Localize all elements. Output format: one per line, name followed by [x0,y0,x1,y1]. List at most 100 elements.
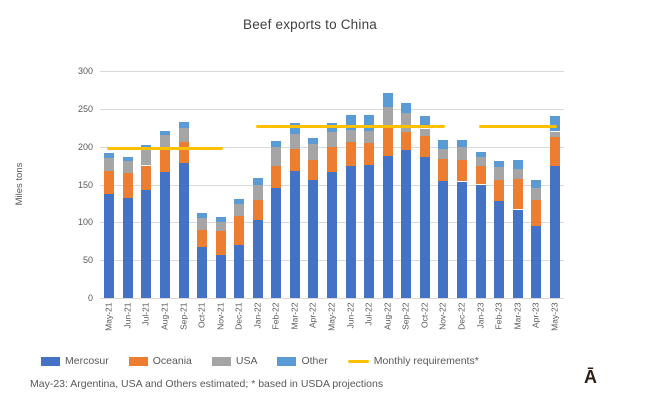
gridline [100,108,564,110]
x-tick-label: Jan-23 [475,302,485,329]
bar-segment-oceania [252,199,263,220]
bar-segment-mercosur [438,180,449,298]
bar-segment-usa [364,130,375,143]
bar-segment-mercosur [401,149,412,298]
bar-segment-other [512,159,523,169]
bar-segment-oceania [215,231,226,255]
bar-segment-usa [308,144,319,161]
bar-segment-oceania [475,165,486,185]
bar-segment-other [475,152,486,157]
x-tick-label: Feb-23 [493,302,504,330]
gridline [100,298,564,299]
bar-segment-usa [549,131,560,137]
bar-segment-oceania [419,136,430,158]
x-tick-label: Oct-21 [196,302,207,329]
x-tick-label: Dec-22 [456,302,467,330]
x-tick-label: Oct-22 [419,302,430,329]
bar-segment-oceania [401,132,412,150]
bar-segment-mercosur [104,194,115,298]
y-tick-label: 200 [77,141,93,152]
bar-segment-usa [456,147,467,161]
y-tick-label: 250 [77,103,93,114]
x-tick-label: Jul-22 [363,302,374,326]
bar-segment-usa [178,127,189,143]
bar-segment-oceania [327,146,337,173]
bar-segment-usa [345,130,356,143]
bar-segment-other [215,217,226,222]
bar-segment-mercosur [419,157,430,298]
x-tick-label: Nov-21 [215,302,226,330]
bar-segment-oceania [234,216,245,246]
legend-line-swatch [347,359,369,363]
bar-segment-other [364,114,375,131]
requirements-line-segment [107,147,223,151]
y-tick-label: 0 [87,293,93,303]
bar-segment-oceania [160,150,170,172]
bar-segment-mercosur [456,181,467,298]
bar-segment-usa [215,221,226,232]
bar-segment-mercosur [549,166,560,298]
bar-segment-usa [252,185,263,200]
bar-segment-oceania [289,148,300,171]
bar-segment-oceania [345,142,356,166]
x-tick-label: Sep-22 [400,302,411,330]
bar-segment-other [438,139,449,149]
bar-segment-oceania [141,165,152,190]
legend-item-usa: USA [211,355,258,367]
legend-label: USA [235,355,258,367]
bar-segment-usa [401,113,412,133]
bar-segment-usa [475,156,486,166]
bar-segment-oceania [382,127,393,156]
bar-segment-usa [289,133,300,149]
bar-segment-oceania [456,160,467,182]
chart-title: Beef exports to China [242,17,378,32]
bar-segment-other [549,115,560,132]
bar-segment-oceania [549,136,560,167]
bar-segment-oceania [364,142,375,165]
bar-segment-other [308,138,319,145]
bar-segment-oceania [494,180,504,202]
bar-segment-usa [141,150,152,166]
bar-segment-mercosur [512,209,523,298]
legend-label: Other [301,355,328,367]
x-tick-label: Apr-23 [530,302,541,329]
bar-segment-mercosur [308,180,319,298]
bar-segment-other [494,161,504,168]
x-tick-label: Jun-21 [122,302,133,329]
legend-box-swatch [41,356,60,366]
bar-segment-usa [104,158,115,171]
bar-segment-other [104,152,115,158]
bar-segment-mercosur [178,163,189,298]
x-tick-label: Nov-22 [437,302,448,330]
bar-segment-oceania [104,170,115,195]
bar-segment-other [122,156,133,161]
legend: Mercosur Oceania USA Other Monthly requireme… [41,355,479,367]
bar-segment-mercosur [345,165,356,298]
bar-segment-oceania [438,158,449,181]
bar-segment-mercosur [382,155,393,298]
y-axis-title: Miles tons [14,162,25,206]
bar-segment-usa [512,168,523,180]
bar-segment-other [252,177,263,186]
bar-segment-usa [531,187,542,201]
legend-item-oceania: Oceania [128,355,192,367]
bar-segment-other [234,198,245,205]
legend-box-swatch [277,356,297,366]
x-tick-label: Jul-21 [140,302,151,326]
bar-segment-other [289,122,300,134]
bar-segment-usa [122,161,133,174]
bar-segment-usa [327,132,337,147]
bar-segment-mercosur [197,247,208,298]
bar-segment-oceania [178,142,189,164]
legend-box-swatch [128,356,148,366]
x-tick-label: Feb-22 [270,302,281,330]
gridline [100,71,564,72]
bar-segment-mercosur [271,188,282,298]
bar-segment-usa [160,135,170,151]
bar-segment-oceania [531,200,542,227]
bar-segment-mercosur [234,245,245,298]
y-tick-label: 300 [77,66,93,76]
bar-segment-usa [438,148,449,159]
bar-segment-oceania [271,165,282,189]
